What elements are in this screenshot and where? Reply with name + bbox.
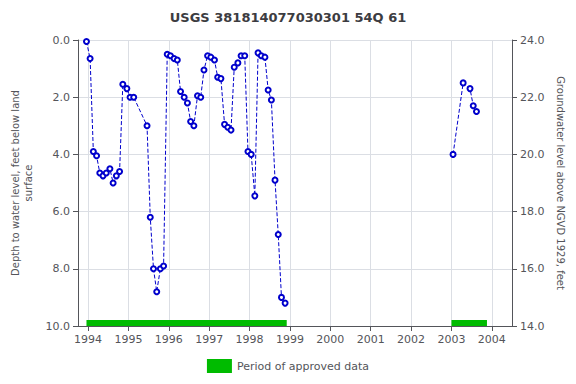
svg-text:8.0: 8.0 [53,262,71,275]
svg-text:USGS 381814077030301 54Q 61: USGS 381814077030301 54Q 61 [170,10,406,25]
svg-text:16.0: 16.0 [520,262,545,275]
svg-text:4.0: 4.0 [53,148,71,161]
svg-text:2000: 2000 [316,333,344,346]
svg-text:Groundwater level above NGVD 1: Groundwater level above NGVD 1929, feet [555,76,566,290]
svg-text:Depth to water level, feet bel: Depth to water level, feet below land [10,90,21,276]
svg-text:6.0: 6.0 [53,205,71,218]
svg-text:1998: 1998 [236,333,264,346]
svg-text:14.0: 14.0 [520,320,545,333]
svg-text:24.0: 24.0 [520,34,545,47]
svg-text:0.0: 0.0 [53,34,71,47]
svg-text:1996: 1996 [155,333,183,346]
svg-text:2001: 2001 [357,333,385,346]
svg-text:1995: 1995 [114,333,142,346]
svg-text:2002: 2002 [397,333,425,346]
svg-text:18.0: 18.0 [520,205,545,218]
svg-text:1997: 1997 [195,333,223,346]
svg-text:2.0: 2.0 [53,91,71,104]
svg-text:2003: 2003 [437,333,465,346]
svg-text:Period of approved data: Period of approved data [237,360,369,373]
svg-text:1999: 1999 [276,333,304,346]
svg-text:20.0: 20.0 [520,148,545,161]
svg-text:10.0: 10.0 [46,320,71,333]
svg-text:2004: 2004 [478,333,506,346]
svg-text:surface: surface [23,165,34,202]
svg-text:1994: 1994 [74,333,102,346]
svg-text:22.0: 22.0 [520,91,545,104]
